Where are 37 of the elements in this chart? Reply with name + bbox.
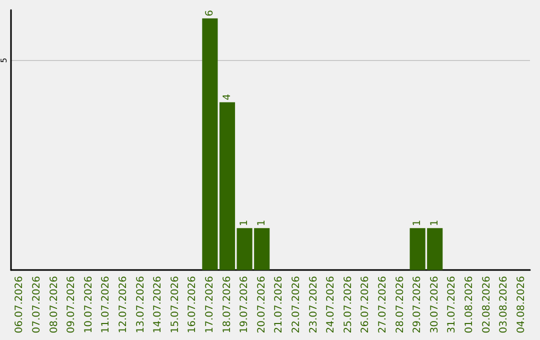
x-tick-label: 16.07.2026 bbox=[187, 276, 198, 334]
x-tick-label: 02.08.2026 bbox=[481, 276, 492, 334]
data-label: 6 bbox=[204, 10, 216, 16]
x-tick-label: 03.08.2026 bbox=[498, 276, 510, 334]
x-tick-label: 14.07.2026 bbox=[152, 276, 164, 334]
x-tick-label: 15.07.2026 bbox=[170, 276, 181, 334]
x-tick-label: 12.07.2026 bbox=[118, 276, 129, 334]
data-label: 1 bbox=[412, 220, 424, 226]
x-tick-label: 31.07.2026 bbox=[446, 276, 458, 334]
x-tick-label: 22.07.2026 bbox=[290, 276, 302, 334]
x-tick-label: 11.07.2026 bbox=[100, 276, 112, 334]
x-tick-label: 23.07.2026 bbox=[308, 276, 320, 334]
x-tick-label: 07.07.2026 bbox=[31, 276, 42, 334]
x-tick-label: 25.07.2026 bbox=[342, 276, 354, 334]
x-tick-label: 26.07.2026 bbox=[360, 276, 372, 334]
x-tick-label: 27.07.2026 bbox=[377, 276, 388, 334]
data-label: 1 bbox=[429, 220, 440, 226]
data-label: 1 bbox=[256, 220, 268, 226]
data-label: 4 bbox=[222, 94, 233, 100]
x-tick-label: 13.07.2026 bbox=[135, 276, 146, 334]
x-tick-label: 06.07.2026 bbox=[14, 276, 26, 334]
x-tick-label: 01.08.2026 bbox=[464, 276, 475, 334]
x-tick-label: 20.07.2026 bbox=[256, 276, 268, 334]
data-label: 1 bbox=[239, 220, 250, 226]
x-tick-label: 21.07.2026 bbox=[274, 276, 285, 334]
x-tick-label: 18.07.2026 bbox=[222, 276, 233, 334]
x-tick-label: 10.07.2026 bbox=[83, 276, 94, 334]
x-tick-label: 28.07.2026 bbox=[394, 276, 406, 334]
x-tick-label: 24.07.2026 bbox=[326, 276, 337, 334]
x-tick-label: 04.08.2026 bbox=[516, 276, 527, 334]
y-tick-label: 5 bbox=[0, 58, 8, 63]
x-tick-label: 08.07.2026 bbox=[48, 276, 60, 334]
x-tick-label: 29.07.2026 bbox=[412, 276, 424, 334]
x-tick-label: 17.07.2026 bbox=[204, 276, 216, 334]
x-tick-label: 30.07.2026 bbox=[429, 276, 440, 334]
x-tick-label: 19.07.2026 bbox=[239, 276, 250, 334]
x-tick-label: 09.07.2026 bbox=[66, 276, 78, 334]
